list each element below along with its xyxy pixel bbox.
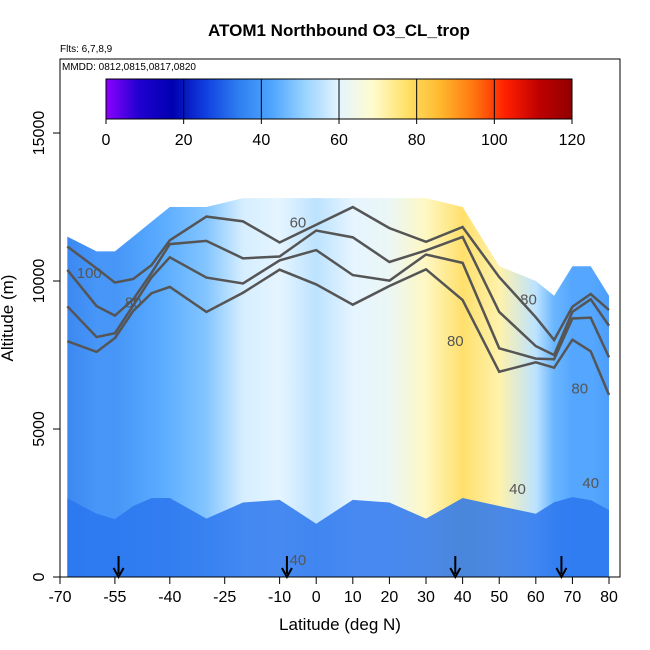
- x-tick-label: -70: [48, 589, 71, 606]
- x-tick-label: -10: [268, 589, 291, 606]
- colorbar-tick-label: 120: [559, 132, 586, 149]
- contour-lines: [66, 205, 611, 396]
- contour-label: 80: [447, 333, 464, 350]
- lower-troposphere-band: [67, 497, 610, 577]
- x-tick-label: 30: [417, 589, 435, 606]
- colorbar-tick-label: 60: [330, 132, 348, 149]
- contour-label: 60: [290, 215, 307, 232]
- x-tick-label: 20: [381, 589, 399, 606]
- x-tick-label: 70: [564, 589, 582, 606]
- x-tick-label: -40: [158, 589, 181, 606]
- curtain-area: [67, 198, 610, 577]
- colorbar-tick-label: 40: [252, 132, 270, 149]
- curtain-fill: [67, 198, 610, 577]
- y-axis: 0 5000 10000 15000: [31, 111, 60, 581]
- contour-line-40: [66, 205, 610, 343]
- contour-label-group: 60 40 40 40 80 100 80 80 80: [77, 215, 599, 569]
- x-tick-label: 10: [344, 589, 362, 606]
- contour-line-100: [66, 267, 611, 396]
- x-tick-label: 40: [454, 589, 472, 606]
- flight-arrow-group: [112, 556, 568, 580]
- y-tick-label: 0: [31, 572, 48, 581]
- y-tick-label: 5000: [31, 411, 48, 447]
- contour-label: 40: [509, 481, 526, 498]
- colorbar-tick-label: 100: [481, 132, 508, 149]
- contour-line-80: [66, 248, 611, 361]
- dates-annotation: MMDD: 0812,0815,0817,0820: [62, 62, 196, 73]
- x-axis: -70 -55 -40 -25 -10 0 10 20 30 40 50 60 70 80: [48, 577, 618, 606]
- x-tick-label: 50: [490, 589, 508, 606]
- contour-label: 80: [125, 295, 142, 312]
- x-tick-label: 0: [312, 589, 321, 606]
- x-tick-label: 60: [527, 589, 545, 606]
- y-tick-label: 15000: [31, 111, 48, 156]
- plot-frame: [59, 58, 621, 578]
- contour-label: 80: [571, 380, 588, 397]
- contour-label: 40: [290, 552, 307, 569]
- colorbar-tick-label: 0: [102, 132, 111, 149]
- contour-label: 100: [77, 265, 102, 282]
- colorbar-tick-label: 80: [408, 132, 426, 149]
- x-tick-label: -25: [213, 589, 236, 606]
- colorbar-ticks: 0 20 40 60 80 100 120: [102, 79, 586, 149]
- x-tick-label: 80: [600, 589, 618, 606]
- colorbar-tick-label: 20: [175, 132, 193, 149]
- x-tick-label: -55: [103, 589, 126, 606]
- y-axis-label: Altitude (m): [0, 275, 17, 362]
- contour-label: 80: [520, 292, 537, 309]
- contour-line-60: [66, 229, 611, 357]
- x-axis-label: Latitude (deg N): [279, 615, 401, 634]
- chart-title: ATOM1 Northbound O3_CL_trop: [208, 21, 470, 40]
- y-tick-label: 10000: [31, 259, 48, 304]
- contour-label: 40: [582, 475, 599, 492]
- flights-annotation: Flts: 6,7,8,9: [60, 44, 113, 55]
